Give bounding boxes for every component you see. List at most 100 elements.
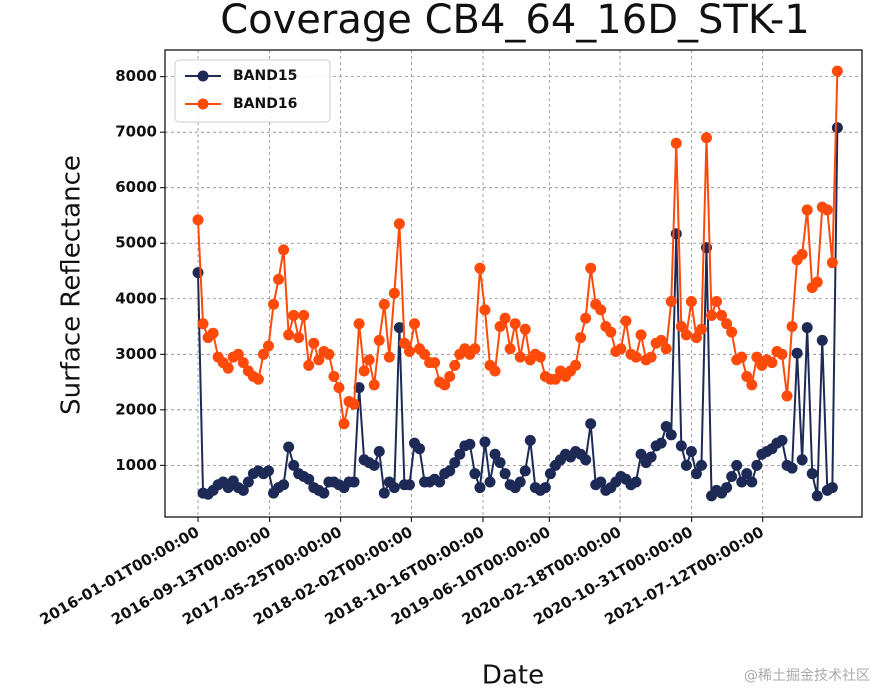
point (726, 326, 738, 338)
point (494, 457, 506, 469)
point (721, 318, 733, 330)
point (706, 309, 718, 321)
point (826, 482, 838, 494)
y-tick-label: 1000 (115, 456, 157, 474)
point (514, 476, 526, 488)
point (494, 321, 506, 333)
point (685, 445, 697, 457)
point (549, 373, 561, 385)
point (690, 332, 702, 344)
point (414, 443, 426, 455)
point (318, 487, 330, 499)
point (826, 257, 838, 269)
point (368, 459, 380, 471)
point (660, 420, 672, 432)
point (635, 329, 647, 341)
point (645, 451, 657, 463)
point (257, 348, 269, 360)
point (821, 204, 833, 216)
point (645, 351, 657, 363)
point (222, 362, 234, 374)
point (504, 343, 516, 355)
point (741, 468, 753, 480)
point (283, 441, 295, 453)
point (403, 346, 415, 358)
point (655, 437, 667, 449)
point (283, 329, 295, 341)
point (328, 371, 340, 383)
x-axis-label: Date (482, 661, 544, 690)
point (630, 476, 642, 488)
y-tick-label: 7000 (115, 123, 157, 141)
point (489, 448, 501, 460)
point (242, 476, 254, 488)
point (585, 418, 597, 430)
point (474, 482, 486, 494)
point (685, 296, 697, 308)
point (313, 354, 325, 366)
point (308, 337, 320, 349)
point (197, 318, 209, 330)
point (353, 318, 365, 330)
point (781, 390, 793, 402)
point (268, 298, 280, 310)
point (484, 476, 496, 488)
y-tick-label: 3000 (115, 345, 157, 363)
y-axis-label: Surface Reflectance (57, 155, 87, 415)
point (358, 365, 370, 377)
point (383, 351, 395, 363)
point (474, 262, 486, 274)
point (575, 332, 587, 344)
point (303, 359, 315, 371)
point (736, 476, 748, 488)
point (786, 321, 798, 333)
point (806, 468, 818, 480)
point (393, 218, 405, 230)
point (665, 296, 677, 308)
point (449, 359, 461, 371)
point (721, 482, 733, 494)
y-tick-label: 5000 (115, 234, 157, 252)
point (479, 436, 491, 448)
point (585, 262, 597, 274)
point (403, 479, 415, 491)
point (444, 465, 456, 477)
chart-title: Coverage CB4_64_16D_STK-1 (220, 0, 810, 43)
point (690, 468, 702, 480)
point (373, 334, 385, 346)
point (378, 487, 390, 499)
point (700, 132, 712, 144)
point (444, 371, 456, 383)
point (519, 465, 531, 477)
point (776, 348, 788, 360)
point (479, 304, 491, 316)
point (278, 479, 290, 491)
series-line (197, 71, 839, 424)
point (368, 379, 380, 391)
point (680, 459, 692, 471)
point (348, 398, 360, 410)
point (580, 312, 592, 324)
point (514, 351, 526, 363)
point (766, 357, 778, 369)
point (746, 379, 758, 391)
point (580, 454, 592, 466)
point (192, 214, 204, 226)
point (348, 476, 360, 488)
point (509, 318, 521, 330)
point (353, 382, 365, 394)
point (534, 351, 546, 363)
point (449, 457, 461, 469)
point (439, 379, 451, 391)
watermark: @稀土掘金技术社区 (744, 668, 870, 684)
point (796, 454, 808, 466)
point (736, 351, 748, 363)
point (454, 448, 466, 460)
point (388, 482, 400, 494)
point (670, 137, 682, 149)
plot-frame (164, 49, 863, 518)
point (469, 343, 481, 355)
point (726, 470, 738, 482)
point (620, 315, 632, 327)
